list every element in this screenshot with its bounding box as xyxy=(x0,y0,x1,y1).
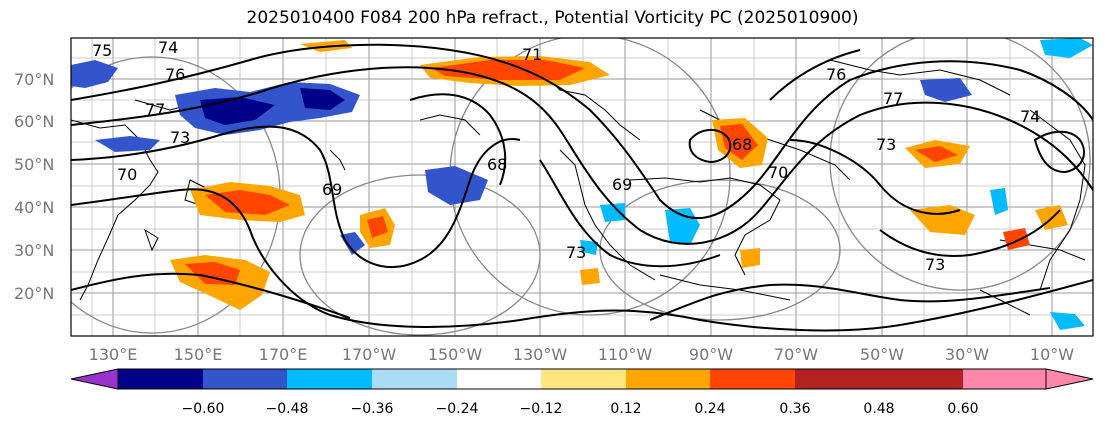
contour-label: 76 xyxy=(165,65,185,84)
contour-label: 71 xyxy=(522,45,542,64)
positive-pv-areas xyxy=(170,40,1068,310)
colorbar-segment xyxy=(626,369,710,389)
lon-label: 110°W xyxy=(598,345,653,364)
colorbar-segment xyxy=(963,369,1046,389)
colorbar-segment xyxy=(541,369,626,389)
colorbar-label: −0.48 xyxy=(266,401,309,417)
lon-label: 130°W xyxy=(513,345,568,364)
colorbar-segment xyxy=(203,369,287,389)
colorbar-label: 0.12 xyxy=(610,401,641,417)
lat-label: 70°N xyxy=(14,70,54,89)
colorbar-label: 0.48 xyxy=(863,401,894,417)
longitude-labels: 130°E 150°E 170°E 170°W 150°W 130°W 110°… xyxy=(89,345,1075,364)
contour-label: 70 xyxy=(768,163,788,182)
contour-label: 73 xyxy=(566,243,586,262)
lon-label: 130°E xyxy=(89,345,138,364)
negative-pv-areas xyxy=(71,38,1093,330)
lon-label: 170°W xyxy=(342,345,397,364)
map-title: 2025010400 F084 200 hPa refract., Potent… xyxy=(246,8,859,28)
contour-label: 68 xyxy=(487,155,507,174)
lon-label: 10°W xyxy=(1030,345,1074,364)
lon-label: 150°E xyxy=(174,345,223,364)
colorbar-segment xyxy=(118,369,203,389)
contour-label: 73 xyxy=(876,135,896,154)
lon-label: 90°W xyxy=(689,345,733,364)
lon-label: 150°W xyxy=(428,345,483,364)
colorbar-segment xyxy=(795,369,879,389)
lat-label: 30°N xyxy=(14,241,54,260)
lon-label: 30°W xyxy=(945,345,989,364)
colorbar-label: −0.24 xyxy=(436,401,479,417)
colorbar-outline xyxy=(117,368,1047,390)
contour-label: 69 xyxy=(612,175,632,194)
colorbar-label: 0.60 xyxy=(947,401,978,417)
great-circle-arcs xyxy=(71,38,1091,336)
contour-labels: 75 74 76 77 73 70 69 71 76 77 74 73 68 7… xyxy=(92,38,1040,274)
colorbar-segment xyxy=(457,369,541,389)
contour-label: 69 xyxy=(322,180,342,199)
colorbar-extend-max xyxy=(1045,368,1094,390)
lon-label: 50°W xyxy=(860,345,904,364)
contour-label: 73 xyxy=(925,255,945,274)
contour-label: 76 xyxy=(826,65,846,84)
colorbar-segment xyxy=(879,369,963,389)
lon-label: 70°W xyxy=(774,345,818,364)
colorbar-segment xyxy=(372,369,457,389)
colorbar: −0.60 −0.48 −0.36 −0.24 −0.12 0.12 0.24 … xyxy=(70,368,1094,417)
contour-label: 70 xyxy=(117,165,137,184)
colorbar-label: 0.36 xyxy=(779,401,810,417)
colorbar-label: −0.12 xyxy=(520,401,563,417)
colorbar-label: 0.24 xyxy=(694,401,725,417)
colorbar-label: −0.60 xyxy=(182,401,225,417)
colorbar-label: −0.36 xyxy=(351,401,394,417)
contour-label: 74 xyxy=(158,38,178,57)
contour-label: 77 xyxy=(883,89,903,108)
contour-label: 68 xyxy=(732,135,752,154)
refractivity-contours xyxy=(71,43,1093,332)
latitude-labels: 70°N 60°N 50°N 40°N 30°N 20°N xyxy=(14,70,54,303)
lon-label: 170°E xyxy=(259,345,308,364)
contour-label: 75 xyxy=(92,41,112,60)
lat-label: 20°N xyxy=(14,284,54,303)
lat-label: 60°N xyxy=(14,112,54,131)
colorbar-extend-min xyxy=(70,368,119,390)
colorbar-segment xyxy=(710,369,795,389)
contour-label: 77 xyxy=(145,100,165,119)
lat-label: 50°N xyxy=(14,155,54,174)
map-frame xyxy=(70,37,1094,337)
lat-label: 40°N xyxy=(14,198,54,217)
contour-label: 73 xyxy=(170,128,190,147)
contour-label: 74 xyxy=(1020,107,1040,126)
colorbar-segment xyxy=(287,369,372,389)
